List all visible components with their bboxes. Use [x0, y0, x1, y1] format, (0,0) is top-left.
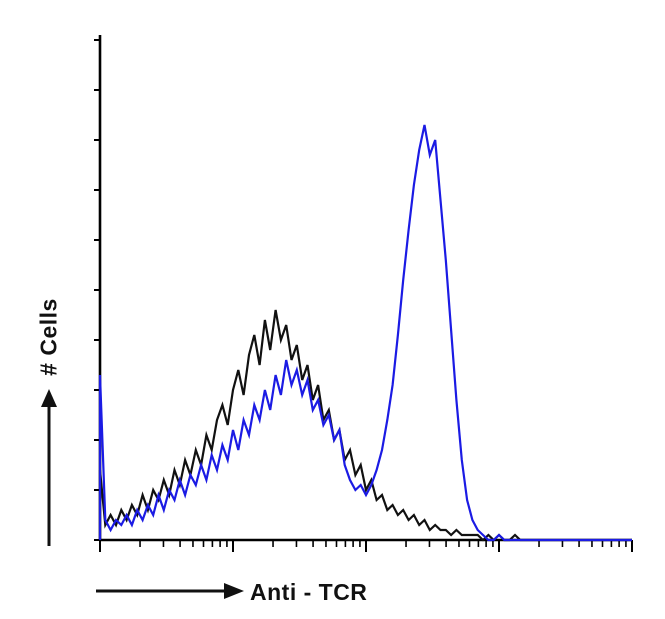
y-axis-arrow-icon — [41, 389, 57, 546]
x-axis-arrow-icon — [96, 583, 244, 599]
histogram-plot — [94, 35, 633, 552]
x-axis-label: Anti - TCR — [250, 579, 368, 605]
y-axis-label: # Cells — [35, 298, 62, 376]
